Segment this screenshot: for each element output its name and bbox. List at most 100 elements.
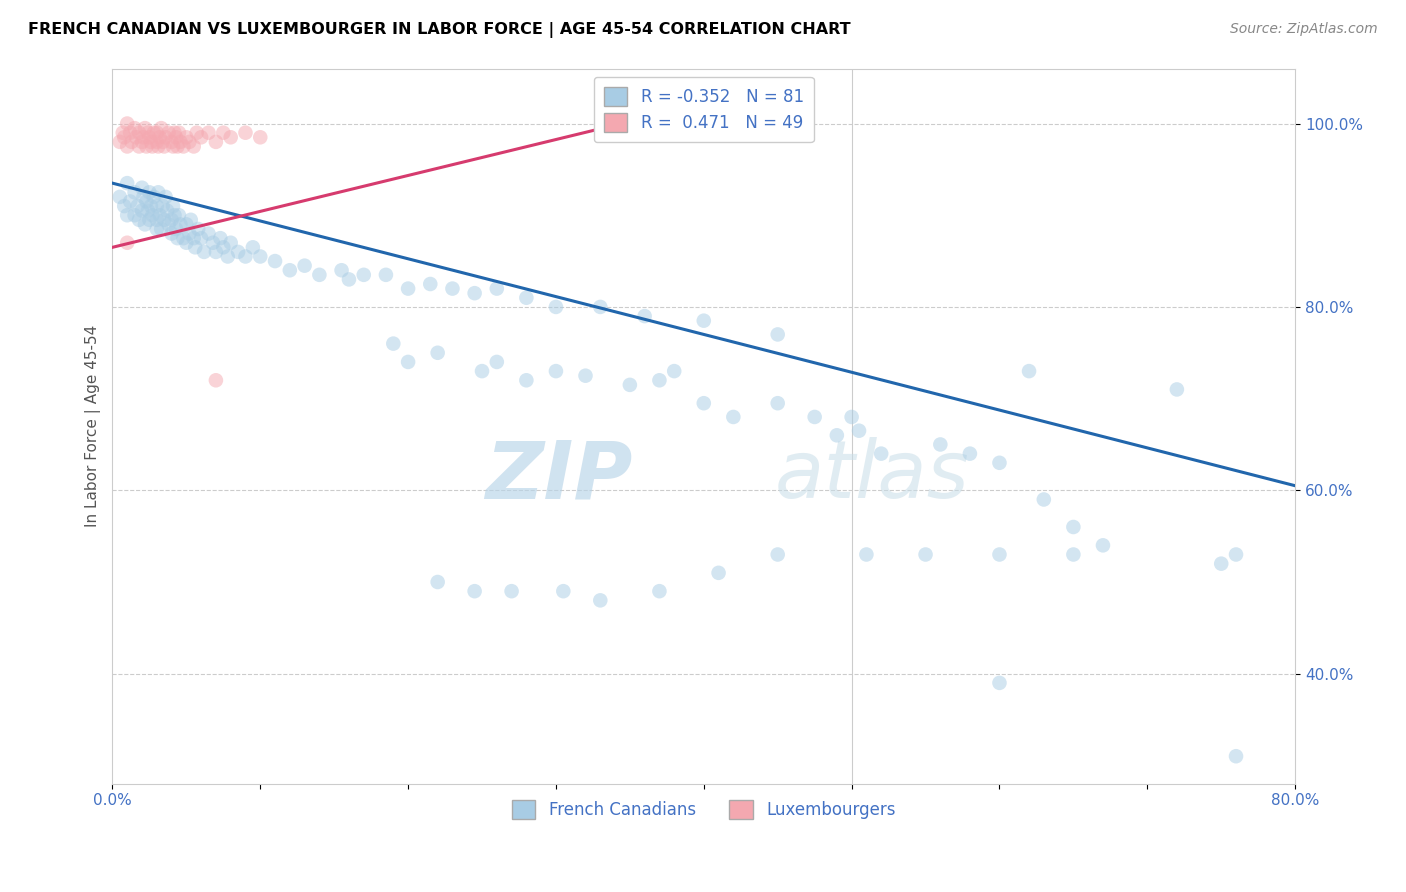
Point [693,314,716,328]
Point [152,135,174,149]
Point [353,268,375,282]
Point [803,409,825,424]
Point [138,212,160,227]
Point [426,345,449,359]
Point [163,126,186,140]
Text: Source: ZipAtlas.com: Source: ZipAtlas.com [1230,22,1378,37]
Point [212,240,235,254]
Point [515,291,537,305]
Point [1166,383,1188,397]
Point [330,263,353,277]
Point [128,139,150,153]
Point [441,282,464,296]
Point [219,235,242,250]
Point [153,212,176,227]
Point [145,199,167,213]
Point [111,126,134,140]
Point [544,300,567,314]
Point [766,548,789,562]
Point [278,263,301,277]
Point [308,268,330,282]
Point [125,130,148,145]
Point [589,593,612,607]
Point [1211,557,1233,571]
Point [166,139,188,153]
Point [180,212,202,227]
Point [396,355,419,369]
Point [179,135,201,149]
Point [167,208,190,222]
Point [134,218,156,232]
Point [723,409,745,424]
Point [988,456,1011,470]
Point [242,240,264,254]
Point [485,355,508,369]
Point [419,277,441,291]
Point [648,373,671,387]
Point [163,208,186,222]
Point [396,282,419,296]
Point [155,130,177,145]
Point [183,231,205,245]
Point [136,203,159,218]
Point [141,208,163,222]
Point [115,139,138,153]
Y-axis label: In Labor Force | Age 45-54: In Labor Force | Age 45-54 [86,325,101,527]
Point [870,447,893,461]
Point [149,208,172,222]
Point [426,574,449,589]
Point [124,186,146,200]
Point [127,199,149,213]
Point [249,130,271,145]
Point [485,282,508,296]
Point [121,135,143,149]
Point [152,199,174,213]
Point [249,250,271,264]
Point [136,126,159,140]
Point [464,286,486,301]
Point [176,235,198,250]
Point [124,208,146,222]
Point [115,208,138,222]
Point [574,368,596,383]
Point [212,126,235,140]
Point [120,126,142,140]
Text: FRENCH CANADIAN VS LUXEMBOURGER IN LABOR FORCE | AGE 45-54 CORRELATION CHART: FRENCH CANADIAN VS LUXEMBOURGER IN LABOR… [28,22,851,38]
Point [603,116,626,130]
Point [553,584,575,599]
Point [155,190,177,204]
Point [157,126,180,140]
Point [235,126,257,140]
Point [209,231,232,245]
Point [115,176,138,190]
Point [471,364,494,378]
Text: atlas: atlas [775,437,970,516]
Point [183,139,205,153]
Point [664,364,686,378]
Point [914,548,936,562]
Point [219,130,242,145]
Point [172,139,194,153]
Point [766,396,789,410]
Point [131,203,153,218]
Point [112,199,135,213]
Point [988,548,1011,562]
Point [128,126,150,140]
Point [115,116,138,130]
Point [142,190,165,204]
Point [142,126,165,140]
Point [135,194,157,209]
Point [120,194,142,209]
Point [135,139,157,153]
Point [138,130,160,145]
Point [848,424,870,438]
Point [108,190,131,204]
Point [150,121,173,136]
Point [153,139,176,153]
Point [160,135,183,149]
Legend: French Canadians, Luxembourgers: French Canadians, Luxembourgers [506,793,903,825]
Point [619,377,641,392]
Point [169,218,191,232]
Point [264,254,287,268]
Point [112,130,135,145]
